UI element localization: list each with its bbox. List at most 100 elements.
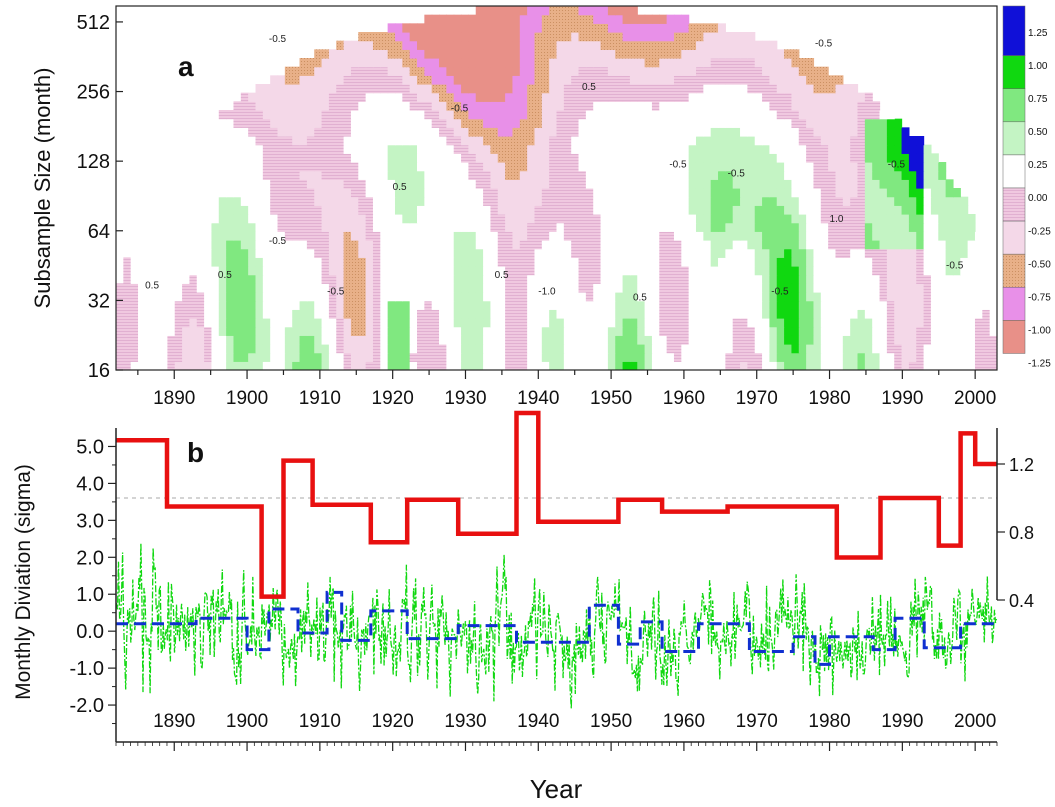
heatmap-cell [541, 361, 550, 370]
heatmap-cell [571, 118, 580, 128]
heatmap-cell [644, 292, 653, 302]
heatmap-cell [534, 84, 543, 94]
heatmap-cell [497, 32, 506, 42]
heatmap-cell [534, 118, 543, 128]
heatmap-cell [989, 309, 997, 319]
heatmap-cell [167, 196, 176, 206]
heatmap-cell [842, 352, 851, 362]
heatmap-cell [490, 283, 499, 293]
heatmap-cell [886, 344, 895, 354]
heatmap-cell [468, 136, 477, 146]
heatmap-cell [850, 318, 859, 328]
heatmap-cell [314, 136, 323, 146]
heatmap-cell [409, 110, 418, 120]
heatmap-cell [864, 335, 873, 345]
heatmap-cell [534, 179, 543, 189]
colorbar-label: 0.25 [1028, 160, 1048, 171]
heatmap-cell [461, 257, 469, 267]
heatmap-cell [791, 144, 800, 154]
heatmap-cell [791, 49, 800, 59]
heatmap-cell [563, 118, 572, 128]
heatmap-cell [328, 188, 337, 198]
heatmap-cell [277, 162, 286, 172]
heatmap-cell [196, 222, 205, 232]
heatmap-cell [798, 92, 807, 102]
heatmap-cell [967, 318, 976, 328]
heatmap-cell [424, 361, 433, 370]
heatmap-cell [365, 92, 374, 102]
heatmap-cell [380, 127, 389, 137]
heatmap-cell [380, 118, 389, 128]
heatmap-cell [292, 144, 301, 154]
heatmap-cell [864, 136, 873, 146]
heatmap-cell [695, 248, 704, 258]
heatmap-cell [776, 326, 785, 336]
heatmap-cell [505, 14, 514, 24]
heatmap-cell [776, 248, 785, 258]
heatmap-cell [806, 110, 815, 120]
heatmap-cell [387, 240, 396, 250]
heatmap-cell [886, 283, 895, 293]
heatmap-cell [637, 292, 646, 302]
heatmap-cell [784, 136, 793, 146]
heatmap-cell [563, 318, 572, 328]
heatmap-cell [130, 344, 139, 354]
heatmap-cell [417, 92, 425, 102]
heatmap-cell [138, 214, 146, 224]
heatmap-cell [615, 283, 624, 293]
heatmap-cell [350, 136, 359, 146]
heatmap-cell [233, 266, 242, 276]
heatmap-cell [284, 118, 293, 128]
heatmap-cell [732, 58, 741, 68]
heatmap-cell [483, 110, 492, 120]
heatmap-cell [394, 214, 403, 224]
heatmap-cell [233, 283, 242, 293]
heatmap-cell [240, 361, 249, 370]
heatmap-cell [248, 179, 257, 189]
heatmap-cell [879, 162, 888, 172]
heatmap-cell [725, 266, 734, 276]
heatmap-cell [549, 110, 558, 120]
heatmap-cell [695, 344, 704, 354]
heatmap-cell [549, 162, 558, 172]
heatmap-cell [725, 127, 734, 137]
heatmap-cell [380, 188, 389, 198]
heatmap-cell [240, 266, 249, 276]
heatmap-cell [578, 222, 587, 232]
heatmap-cell [945, 283, 954, 293]
heatmap-cell [196, 170, 205, 180]
heatmap-cell [607, 118, 616, 128]
heatmap-cell [527, 196, 536, 206]
heatmap-cell [519, 162, 528, 172]
heatmap-cell [350, 92, 359, 102]
heatmap-cell [578, 144, 587, 154]
heatmap-cell [534, 257, 543, 267]
heatmap-cell [864, 326, 873, 336]
heatmap-cell [864, 283, 873, 293]
heatmap-cell [299, 92, 308, 102]
heatmap-cell [240, 92, 249, 102]
heatmap-cell [894, 292, 903, 302]
heatmap-cell [673, 231, 682, 241]
contour-value-label: -0.5 [451, 103, 469, 114]
heatmap-cell [284, 292, 293, 302]
heatmap-cell [725, 344, 734, 354]
heatmap-cell [343, 231, 352, 241]
heatmap-cell [593, 118, 602, 128]
heatmap-cell [365, 188, 374, 198]
heatmap-cell [541, 179, 550, 189]
heatmap-cell [350, 49, 359, 59]
heatmap-cell [174, 153, 183, 163]
heatmap-cell [974, 309, 983, 319]
heatmap-cell [145, 361, 154, 370]
heatmap-cell [563, 23, 572, 33]
heatmap-cell [637, 231, 646, 241]
heatmap-cell [593, 144, 602, 154]
heatmap-cell [945, 352, 954, 362]
heatmap-cell [850, 335, 859, 345]
heatmap-cell [402, 92, 411, 102]
heatmap-cell [372, 188, 381, 198]
heatmap-cell [248, 196, 257, 206]
heatmap-cell [431, 75, 440, 85]
heatmap-cell [718, 335, 726, 345]
